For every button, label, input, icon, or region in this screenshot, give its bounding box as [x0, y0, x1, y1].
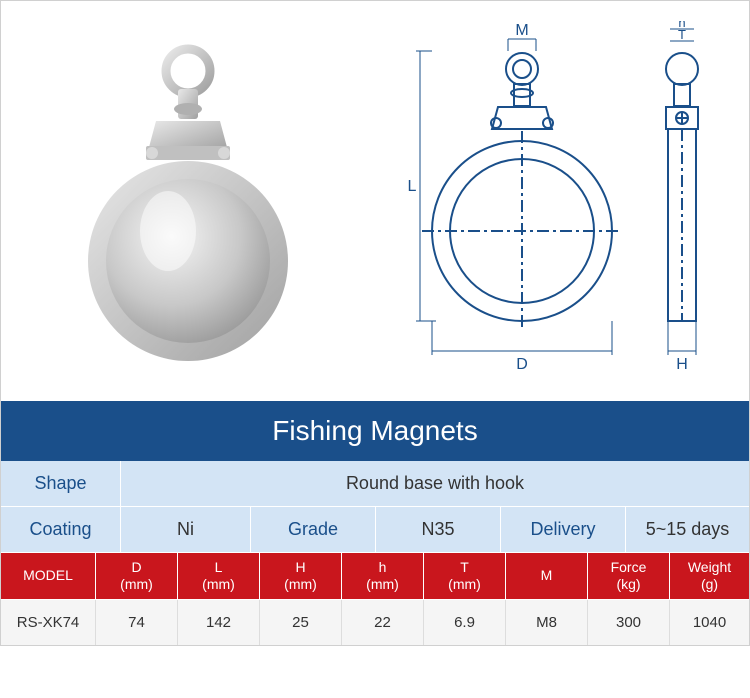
grade-value: N35: [376, 507, 501, 552]
val-d: 74: [96, 600, 178, 645]
coating-label: Coating: [1, 507, 121, 552]
coating-value: Ni: [121, 507, 251, 552]
shape-row: Shape Round base with hook: [1, 461, 749, 507]
spec-data-row: RS-XK74 74 142 25 22 6.9 M8 300 1040: [1, 600, 749, 645]
hdr-d: D(mm): [96, 553, 178, 599]
dim-d: D: [516, 356, 528, 373]
spec-header-row: MODEL D(mm) L(mm) H(mm) h(mm) T(mm) M Fo…: [1, 553, 749, 600]
hdr-h-upper: H(mm): [260, 553, 342, 599]
product-spec-card: M L D H h T Fishing Magnets Shape Round …: [0, 0, 750, 646]
delivery-label: Delivery: [501, 507, 626, 552]
dim-t: T: [678, 27, 686, 42]
image-area: M L D H h T: [1, 1, 749, 401]
dim-m: M: [515, 22, 528, 39]
val-h-lower: 22: [342, 600, 424, 645]
grade-label: Grade: [251, 507, 376, 552]
shape-label: Shape: [1, 461, 121, 506]
technical-diagram: M L D H h T: [375, 1, 749, 401]
hdr-l: L(mm): [178, 553, 260, 599]
val-h-upper: 25: [260, 600, 342, 645]
product-photo: [1, 1, 375, 401]
val-weight: 1040: [670, 600, 749, 645]
hdr-model: MODEL: [1, 553, 96, 599]
hdr-h-lower: h(mm): [342, 553, 424, 599]
coating-grade-delivery-row: Coating Ni Grade N35 Delivery 5~15 days: [1, 507, 749, 553]
val-force: 300: [588, 600, 670, 645]
magnet-photo-svg: [78, 31, 298, 371]
val-l: 142: [178, 600, 260, 645]
hdr-t: T(mm): [424, 553, 506, 599]
hdr-force: Force(kg): [588, 553, 670, 599]
hdr-weight: Weight(g): [670, 553, 749, 599]
val-m: M8: [506, 600, 588, 645]
delivery-value: 5~15 days: [626, 507, 749, 552]
dim-h-upper: H: [676, 356, 688, 373]
diagram-svg: M L D H h T: [392, 21, 732, 381]
title-bar: Fishing Magnets: [1, 401, 749, 461]
hdr-m: M: [506, 553, 588, 599]
shape-value: Round base with hook: [121, 461, 749, 506]
dim-l: L: [408, 178, 417, 195]
val-model: RS-XK74: [1, 600, 96, 645]
val-t: 6.9: [424, 600, 506, 645]
